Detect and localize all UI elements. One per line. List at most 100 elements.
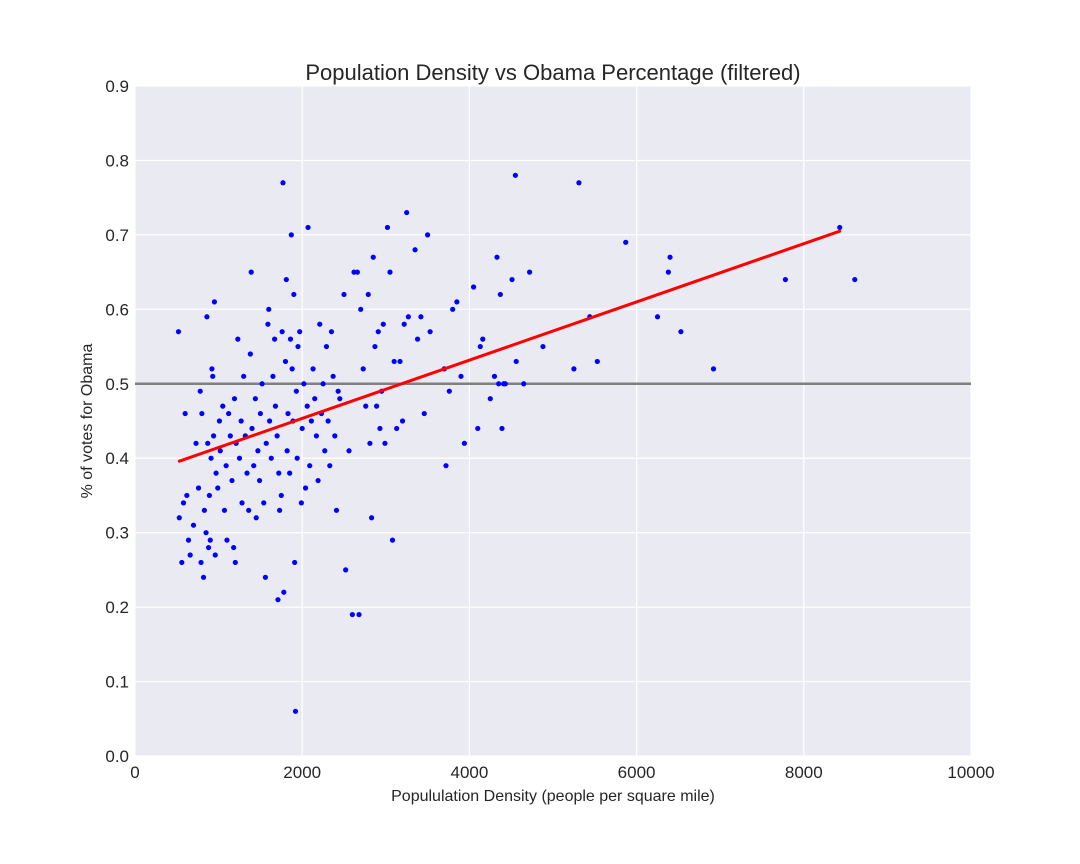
data-point <box>305 224 311 231</box>
data-point <box>266 418 273 424</box>
data-point <box>236 455 243 461</box>
data-point <box>526 269 533 275</box>
data-point <box>238 418 244 424</box>
data-point <box>220 403 226 409</box>
x-tick-labels: 0 2000 4000 6000 8000 10000 <box>130 763 994 782</box>
data-point <box>360 366 366 372</box>
data-point <box>394 425 400 432</box>
data-point <box>458 373 464 379</box>
data-point <box>337 396 343 402</box>
data-point <box>313 433 320 439</box>
data-point <box>244 470 250 476</box>
data-point <box>412 247 418 253</box>
data-point <box>461 440 467 446</box>
data-point <box>248 269 254 275</box>
data-point <box>279 329 285 335</box>
data-point <box>358 306 364 312</box>
data-point <box>380 321 386 327</box>
data-point <box>203 530 209 536</box>
data-point <box>470 284 477 290</box>
data-point <box>297 329 303 335</box>
data-point <box>667 254 673 260</box>
data-point <box>540 343 546 350</box>
data-point <box>301 381 307 387</box>
data-point <box>576 180 582 186</box>
data-point <box>404 209 410 216</box>
data-point <box>185 537 192 543</box>
data-point <box>450 306 456 312</box>
data-point <box>487 396 493 402</box>
data-point <box>333 507 340 513</box>
data-point <box>401 321 407 327</box>
data-point <box>623 239 629 245</box>
data-point <box>332 433 338 439</box>
data-point <box>443 463 449 469</box>
data-point <box>272 403 279 409</box>
data-point <box>211 299 218 305</box>
data-point <box>235 336 241 342</box>
data-point <box>207 537 213 543</box>
data-point <box>215 485 221 491</box>
data-point <box>365 291 371 298</box>
data-point <box>268 455 274 461</box>
data-point <box>370 254 376 260</box>
data-point <box>257 410 263 417</box>
data-point <box>252 396 258 402</box>
y-axis-label: % of votes for Obama <box>79 344 96 499</box>
data-point <box>710 366 717 372</box>
data-point <box>307 463 313 469</box>
data-point <box>221 507 228 513</box>
data-point <box>405 314 411 320</box>
data-point <box>354 269 360 275</box>
y-tick-label: 0.3 <box>105 524 129 543</box>
data-point <box>224 537 230 543</box>
data-point <box>418 314 424 320</box>
y-tick-label: 0.2 <box>105 598 129 617</box>
data-point <box>480 336 486 342</box>
data-point <box>205 544 212 551</box>
data-point <box>270 373 276 379</box>
data-point <box>513 358 519 365</box>
data-point <box>349 611 355 618</box>
data-point <box>292 559 298 566</box>
data-point <box>229 477 235 484</box>
x-tick-label: 4000 <box>450 763 488 782</box>
data-point <box>231 396 238 402</box>
x-axis-label: Popululation Density (people per square … <box>391 788 715 805</box>
data-point <box>317 321 323 327</box>
data-point <box>414 336 421 342</box>
data-point <box>308 418 314 424</box>
data-point <box>397 358 403 365</box>
y-tick-label: 0.7 <box>105 226 129 245</box>
data-point <box>251 463 257 469</box>
data-point <box>298 500 304 506</box>
y-tick-label: 0.4 <box>105 449 129 468</box>
data-point <box>292 708 299 714</box>
data-point <box>272 336 278 342</box>
data-point <box>327 463 333 469</box>
data-point <box>299 425 305 432</box>
data-point <box>377 425 383 432</box>
data-point <box>477 343 483 350</box>
data-point <box>210 433 217 439</box>
data-point <box>341 291 347 298</box>
data-point <box>283 276 289 283</box>
y-tick-label: 0.1 <box>105 673 129 692</box>
data-point <box>281 589 287 595</box>
x-tick-label: 8000 <box>785 763 823 782</box>
data-point <box>389 537 396 543</box>
data-point <box>499 425 505 432</box>
data-point <box>852 276 858 283</box>
data-point <box>187 552 193 558</box>
data-point <box>204 314 210 320</box>
data-point <box>328 329 335 335</box>
fit-line <box>177 229 842 463</box>
data-point <box>356 611 362 618</box>
data-point <box>282 358 289 365</box>
data-point <box>277 507 283 513</box>
y-tick-label: 0.5 <box>105 375 129 394</box>
data-point <box>375 329 381 335</box>
data-point <box>276 470 282 476</box>
data-point <box>289 366 295 372</box>
